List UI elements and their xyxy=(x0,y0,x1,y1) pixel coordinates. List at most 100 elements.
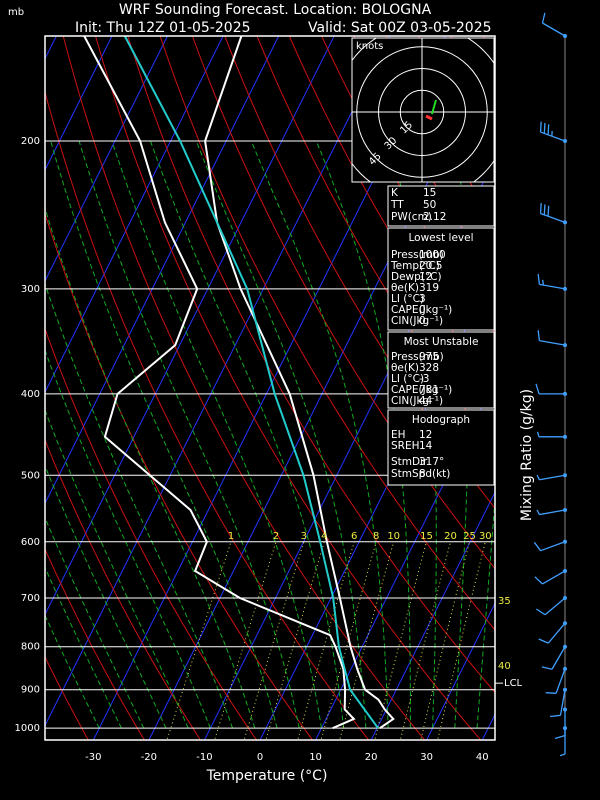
table-label: θe(K) xyxy=(391,362,419,374)
hodograph-ring xyxy=(399,89,445,135)
valid-time: Valid: Sat 00Z 03-05-2025 xyxy=(308,20,492,36)
wind-dot xyxy=(563,286,567,291)
wind-dot xyxy=(563,707,567,712)
wind-dot xyxy=(563,596,567,601)
moist-adiabat xyxy=(149,140,345,729)
wind-dot xyxy=(563,687,567,692)
wind-barb xyxy=(539,203,566,223)
table-value: 12 xyxy=(419,271,432,283)
table-label: CIN(Jkg⁻¹) xyxy=(391,395,443,407)
hodograph-trace xyxy=(431,99,437,115)
mixing-ratio-label: 15 xyxy=(420,531,433,542)
wind-barb xyxy=(536,431,565,438)
wind-barb xyxy=(538,622,566,644)
mixing-ratio-label: 10 xyxy=(387,531,400,542)
mixing-ratio-label: 30 xyxy=(479,531,492,542)
y-tick-label: 600 xyxy=(21,537,40,548)
wind-dot xyxy=(563,343,567,348)
plot-area xyxy=(45,36,495,740)
wind-barb xyxy=(535,383,565,395)
table-label: CIN(Jkg⁻¹) xyxy=(391,315,443,327)
moist-adiabat-label: 35 xyxy=(498,596,511,607)
table-value: 3 xyxy=(419,293,426,305)
table-label: Press(mb) xyxy=(391,249,444,261)
y-tick-label: 200 xyxy=(21,136,40,147)
mixing-ratio-label: 8 xyxy=(373,531,379,542)
init-time: Init: Thu 12Z 01-05-2025 xyxy=(75,20,251,36)
wind-dot xyxy=(563,539,567,544)
mixing-ratio-label: 25 xyxy=(463,531,476,542)
table-label: CAPE(Jkg⁻¹) xyxy=(391,304,452,316)
wind-barb xyxy=(534,570,566,585)
table-label: CAPE(Jkg⁻¹) xyxy=(391,384,452,396)
table-label: LI (°C) xyxy=(391,293,424,305)
wind-dot xyxy=(563,644,567,649)
x-tick-label: 20 xyxy=(365,752,378,763)
y-tick-label: 300 xyxy=(21,284,40,295)
y-tick-label: 800 xyxy=(21,642,40,653)
y-tick-label: 400 xyxy=(21,389,40,400)
dry-adiabat xyxy=(256,36,495,450)
table-value: -3 xyxy=(419,373,429,385)
x-tick-label: 40 xyxy=(476,752,489,763)
wind-dot xyxy=(563,434,567,439)
isotherm xyxy=(45,36,169,283)
table-label: θe(K) xyxy=(391,282,419,294)
table-value: 1000 xyxy=(419,249,446,261)
x-tick-label: 30 xyxy=(420,752,433,763)
mixing-ratio-label: 4 xyxy=(321,531,327,542)
table-label: StmSpd(kt) xyxy=(391,468,450,480)
wind-dot xyxy=(563,621,567,626)
table-label: TT xyxy=(390,199,404,211)
table-value: 2.12 xyxy=(423,211,446,223)
isotherm-grid-line xyxy=(370,491,495,740)
profile-line xyxy=(83,36,356,730)
mixing-ratio-title: Mixing Ratio (g/kg) xyxy=(519,389,535,521)
y-unit: mb xyxy=(8,7,24,18)
storm-motion xyxy=(425,114,433,121)
wind-barb xyxy=(559,728,566,757)
wind-barb xyxy=(536,474,566,481)
table-label: K xyxy=(391,187,399,199)
y-tick-label: 700 xyxy=(21,593,40,604)
table-label: StmDir xyxy=(391,456,428,468)
table-label: Temp(°C) xyxy=(390,260,440,272)
table-title: Lowest level xyxy=(408,232,473,244)
wind-barb xyxy=(537,330,566,346)
table-label: Dewp(°C) xyxy=(391,271,442,283)
table-value: 0 xyxy=(419,304,426,316)
table-box xyxy=(387,409,495,486)
mixing-ratio-label: 6 xyxy=(351,531,357,542)
wind-barb xyxy=(537,273,566,290)
wind-barb xyxy=(539,121,566,142)
table-value: 328 xyxy=(419,362,439,374)
table-box xyxy=(387,185,495,227)
x-tick-label: -20 xyxy=(141,752,157,763)
y-tick-label: 1000 xyxy=(15,723,40,734)
mixing-ratio-label: 2 xyxy=(273,531,279,542)
wind-dot xyxy=(563,473,567,478)
mixing-ratio-line xyxy=(339,541,395,740)
y-tick-label: 900 xyxy=(21,685,40,696)
dry-adiabat xyxy=(45,89,370,740)
wind-barb xyxy=(545,668,566,694)
moist-adiabat xyxy=(45,516,145,729)
wind-barb xyxy=(541,12,566,37)
x-tick-label: 0 xyxy=(257,752,263,763)
table-value: 20.5 xyxy=(419,260,442,272)
wind-barb xyxy=(536,597,566,616)
y-tick-label: 500 xyxy=(21,470,40,481)
table-label: EH xyxy=(391,429,406,441)
table-value: 975 xyxy=(419,351,439,363)
table-value: 50 xyxy=(423,199,436,211)
isotherm xyxy=(45,36,113,172)
isotherm-grid-line xyxy=(314,379,495,740)
dry-adiabat xyxy=(45,438,201,740)
moist-adiabat xyxy=(50,140,278,729)
x-axis-title: Temperature (°C) xyxy=(206,768,328,784)
table-box xyxy=(387,331,495,409)
mixing-ratio-line xyxy=(166,541,232,740)
dry-adiabat xyxy=(45,547,145,740)
hodograph-ring xyxy=(356,46,488,178)
